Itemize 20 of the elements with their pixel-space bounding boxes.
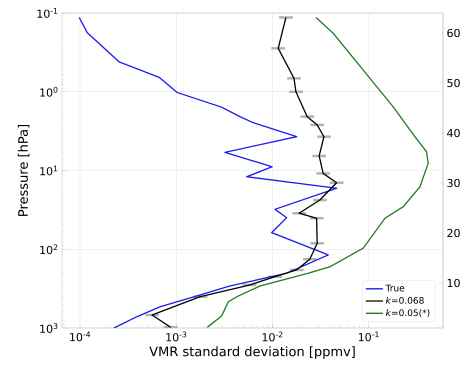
y-tick-label: 10$^{2}$ (40, 244, 58, 254)
y-tick-label: 10$^{3}$ (40, 323, 58, 333)
legend-label: k=0.05(*) (386, 309, 430, 318)
y2-tick-label: 20 (447, 228, 460, 238)
x-axis-title: VMR standard deviation [ppmv] (149, 346, 355, 359)
legend-label: k=0.068 (386, 296, 424, 304)
x-tick-label: 10$^{-3}$ (166, 332, 186, 342)
x-tick-label: 10$^{-4}$ (70, 332, 90, 342)
x-tick-label: 10$^{-1}$ (358, 332, 379, 342)
y2-tick-label: 50 (447, 78, 460, 88)
y2-tick-label: 40 (447, 128, 460, 138)
y-tick-label: 10$^{-1}$ (37, 8, 58, 18)
y2-tick-label: 30 (447, 178, 460, 188)
y-tick-label: 10$^{1}$ (40, 166, 58, 176)
y2-tick-label: 60 (447, 28, 460, 38)
y-axis-title: Pressure [hPa] (18, 124, 30, 216)
x-tick-label: 10$^{-2}$ (262, 332, 282, 342)
y2-tick-label: 10 (448, 278, 460, 288)
legend-label: True (386, 284, 404, 292)
y-tick-label: 10$^{0}$ (40, 86, 58, 97)
